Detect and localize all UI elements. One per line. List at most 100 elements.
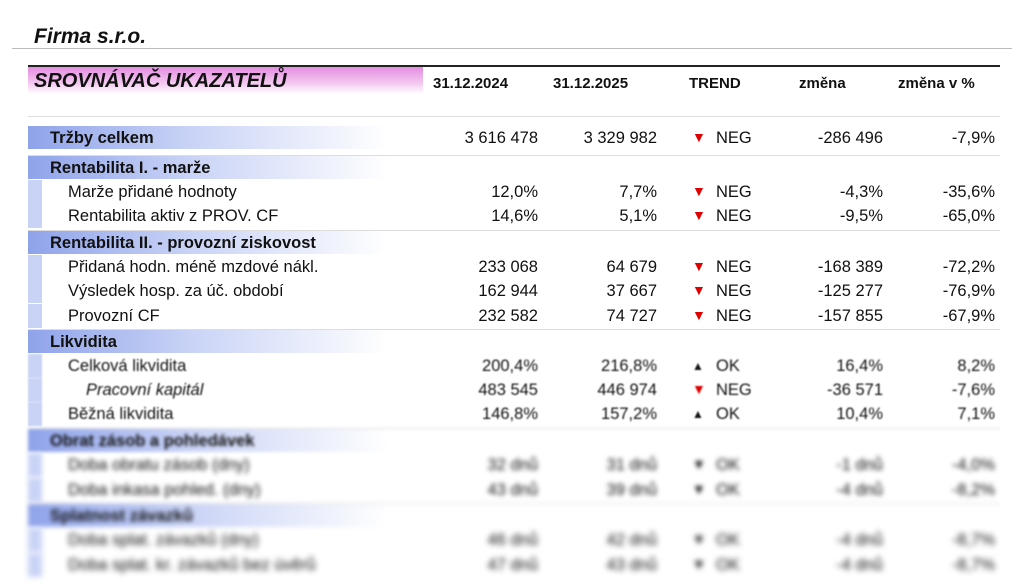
- row-band: [28, 354, 42, 378]
- triangle-down-icon: ▼: [692, 307, 706, 323]
- row-band: [28, 453, 42, 477]
- row-label: Výsledek hosp. za úč. období: [68, 282, 284, 300]
- change-percent: -7,6%: [951, 381, 995, 399]
- row-label: Rentabilita aktiv z PROV. CF: [68, 207, 279, 225]
- value-2024: 3 616 478: [464, 129, 538, 147]
- trend-label: NEG: [716, 258, 752, 276]
- row-label: Marže přidané hodnoty: [68, 183, 237, 201]
- trend-label: NEG: [716, 207, 752, 225]
- value-2024: 12,0%: [491, 183, 538, 201]
- divider: [12, 48, 1012, 49]
- row-band: [28, 204, 42, 228]
- triangle-up-icon: ▲: [692, 407, 704, 421]
- section-row: Rentabilita II. - provozní ziskovost: [28, 230, 1000, 255]
- value-2025: 157,2%: [601, 405, 657, 423]
- change-value: -4 dnů: [836, 481, 883, 499]
- trend-label: OK: [716, 481, 740, 499]
- row-band: [28, 126, 388, 149]
- change-value: 10,4%: [836, 405, 883, 423]
- change-percent: -65,0%: [942, 207, 995, 225]
- section-row: Obrat zásob a pohledávek: [28, 428, 1000, 453]
- row-band: [28, 553, 42, 577]
- change-value: -4,3%: [839, 183, 883, 201]
- change-value: -1 dnů: [836, 456, 883, 474]
- row-label: Doba inkasa pohled. (dny): [68, 481, 261, 499]
- row-band: [28, 304, 42, 328]
- section-row: Rentabilita I. - marže: [28, 155, 1000, 180]
- header-band: [28, 67, 423, 94]
- row-band: [28, 478, 42, 502]
- row-band: [28, 504, 388, 527]
- table-row: Marže přidané hodnoty 12,0% 7,7% ▼ NEG -4,3% -…: [28, 180, 1000, 204]
- value-2025: 446 974: [597, 381, 657, 399]
- value-2024: 47 dnů: [487, 556, 538, 574]
- value-2025: 3 329 982: [583, 129, 657, 147]
- trend-label: OK: [716, 556, 740, 574]
- value-2025: 43 dnů: [606, 556, 657, 574]
- change-value: -4 dnů: [836, 556, 883, 574]
- value-2025: 216,8%: [601, 357, 657, 375]
- table-row: Provozní CF 232 582 74 727 ▼ NEG -157 855 -67,…: [28, 304, 1000, 328]
- row-band: [28, 429, 388, 452]
- value-2025: 31 dnů: [606, 456, 657, 474]
- column-header-change: změna: [799, 75, 846, 92]
- change-percent: -8,2%: [951, 481, 995, 499]
- row-label: Rentabilita II. - provozní ziskovost: [50, 234, 316, 252]
- value-2024: 200,4%: [482, 357, 538, 375]
- value-2025: 39 dnů: [606, 481, 657, 499]
- value-2024: 14,6%: [491, 207, 538, 225]
- triangle-down-icon: ▼: [692, 207, 706, 223]
- change-value: -9,5%: [839, 207, 883, 225]
- row-label: Rentabilita I. - marže: [50, 159, 211, 177]
- company-name: Firma s.r.o.: [34, 25, 147, 48]
- row-label: Přidaná hodn. méně mzdové nákl.: [68, 258, 319, 276]
- value-2025: 5,1%: [619, 207, 657, 225]
- column-header-change-pct: změna v %: [898, 75, 975, 92]
- trend-label: OK: [716, 456, 740, 474]
- row-label: Splatnost závazků: [50, 507, 194, 525]
- change-value: -125 277: [817, 282, 883, 300]
- change-value: -157 855: [817, 307, 883, 325]
- triangle-down-icon: ▼: [692, 282, 706, 298]
- row-label: Tržby celkem: [50, 129, 154, 147]
- value-2024: 233 068: [478, 258, 538, 276]
- change-percent: -4,0%: [951, 456, 995, 474]
- change-percent: -35,6%: [942, 183, 995, 201]
- column-header-2024: 31.12.2024: [433, 75, 509, 92]
- triangle-down-icon: ▼: [692, 531, 706, 547]
- table-row: Celková likvidita 200,4% 216,8% ▲ OK 16,4% 8,2…: [28, 354, 1000, 378]
- value-2024: 32 dnů: [487, 456, 538, 474]
- row-label: Celková likvidita: [68, 357, 187, 375]
- value-2025: 64 679: [606, 258, 657, 276]
- triangle-down-icon: ▼: [692, 129, 706, 145]
- triangle-down-icon: ▼: [692, 481, 706, 497]
- table-row: Doba inkasa pohled. (dny) 43 dnů 39 dnů ▼ OK…: [28, 478, 1000, 502]
- change-percent: -76,9%: [942, 282, 995, 300]
- value-2024: 146,8%: [482, 405, 538, 423]
- trend-label: NEG: [716, 282, 752, 300]
- table-row: Doba splat. závazků (dny) 46 dnů 42 dnů ▼ OK…: [28, 528, 1000, 552]
- trend-label: NEG: [716, 381, 752, 399]
- value-2024: 162 944: [478, 282, 538, 300]
- value-2025: 74 727: [606, 307, 657, 325]
- row-label: Likvidita: [50, 333, 117, 351]
- section-row: Tržby celkem 3 616 478 3 329 982 ▼ NEG -286 4…: [28, 126, 1000, 150]
- row-label: Doba splat. kr. závazků bez úvěrů: [68, 556, 316, 574]
- section-row: Splatnost závazků: [28, 503, 1000, 528]
- value-2024: 46 dnů: [487, 531, 538, 549]
- row-band: [28, 528, 42, 552]
- change-percent: -72,2%: [942, 258, 995, 276]
- row-label: Doba splat. závazků (dny): [68, 531, 259, 549]
- row-label: Pracovní kapitál: [86, 381, 204, 399]
- column-header-2025: 31.12.2025: [553, 75, 629, 92]
- change-value: -168 389: [817, 258, 883, 276]
- row-band: [28, 402, 42, 426]
- value-2024: 43 dnů: [487, 481, 538, 499]
- column-header-trend: TREND: [689, 75, 741, 92]
- change-percent: 7,1%: [957, 405, 995, 423]
- row-label: Doba obratu zásob (dny): [68, 456, 250, 474]
- row-band: [28, 378, 42, 402]
- change-value: -36 571: [827, 381, 883, 399]
- table-row: Pracovní kapitál 483 545 446 974 ▼ NEG -36 57…: [28, 378, 1000, 402]
- change-value: -286 496: [817, 129, 883, 147]
